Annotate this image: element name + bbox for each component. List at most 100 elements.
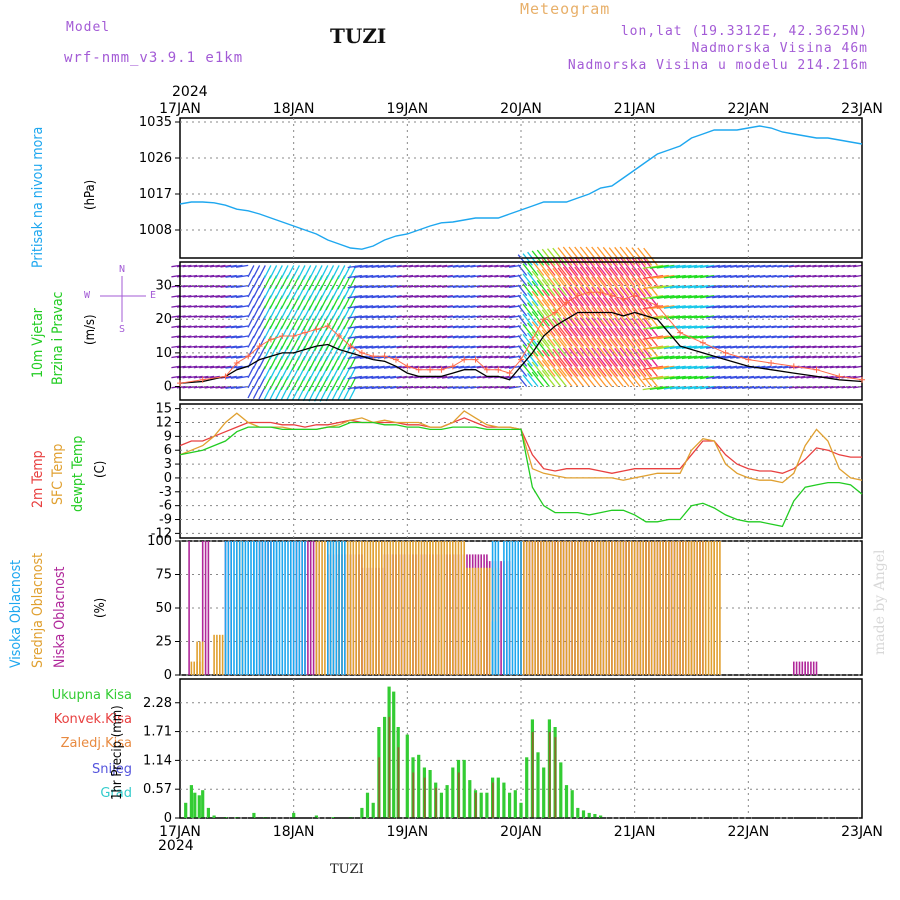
wind-vector <box>171 375 181 379</box>
wind-vector <box>452 345 465 349</box>
wind-vector <box>642 295 664 300</box>
wind-vector <box>794 325 806 329</box>
wind-gust-marker <box>461 356 468 363</box>
wind-vector <box>841 274 851 278</box>
y-tick-label: 20 <box>155 312 172 327</box>
wind-vector <box>619 317 636 337</box>
wind-gust-marker <box>722 349 729 356</box>
wind-vector <box>500 325 510 329</box>
precip-bar-total <box>587 812 591 818</box>
wind-vector <box>482 295 493 298</box>
wind-vector <box>527 312 539 327</box>
wind-vector <box>835 365 845 369</box>
wind-vector <box>176 345 186 349</box>
wind-vector <box>419 355 431 359</box>
wind-vector <box>541 349 556 367</box>
wind-vector <box>596 367 613 387</box>
wind-vector <box>371 284 385 289</box>
wind-vector <box>669 315 686 319</box>
wind-vector <box>408 385 419 389</box>
wind-vector <box>777 274 789 278</box>
wind-vector <box>541 268 556 287</box>
wind-vector <box>574 337 590 357</box>
wind-vector <box>447 305 459 309</box>
wind-vector <box>829 335 840 339</box>
wind-vector <box>608 358 624 377</box>
wind-vector <box>649 355 669 360</box>
wind-gust-marker <box>540 316 547 323</box>
wind-vector <box>724 315 738 319</box>
wind-vector <box>436 375 448 379</box>
wind-vector <box>199 295 209 298</box>
wind-vector <box>788 295 800 298</box>
wind-vector <box>800 375 811 379</box>
wind-gust-marker <box>290 333 297 340</box>
wind-vector <box>663 385 681 390</box>
wind-vector <box>614 337 630 357</box>
wind-vector <box>347 315 362 319</box>
wind-gust-marker <box>813 366 820 373</box>
precip-bar-convective <box>457 772 460 818</box>
wind-vector <box>365 305 379 309</box>
wind-vector <box>694 315 709 319</box>
precip-bar-total <box>405 734 409 818</box>
wind-vector <box>712 295 726 299</box>
wind-vector <box>614 267 630 287</box>
wind-vector <box>500 315 510 318</box>
wind-vector <box>585 337 602 357</box>
wind-vector <box>614 256 630 276</box>
wind-vector <box>585 317 602 337</box>
wind-vector <box>765 274 777 278</box>
year-label-top: 2024 <box>172 84 208 100</box>
wind-vector <box>853 295 863 298</box>
wind-vector <box>210 345 220 349</box>
wind-vector <box>347 305 362 309</box>
wind-vector <box>365 295 379 299</box>
wind-vector <box>517 335 528 347</box>
wind-vector <box>699 335 715 339</box>
wind-vector <box>712 264 726 269</box>
wind-vector <box>753 325 766 329</box>
wind-vector <box>371 274 385 279</box>
wind-vector <box>215 345 226 349</box>
wind-vector <box>835 325 845 328</box>
wind-vector <box>841 305 851 308</box>
wind-vector <box>470 325 482 329</box>
precip-bar-total <box>365 792 370 818</box>
wind-vector <box>730 264 743 268</box>
wind-vector <box>835 355 845 359</box>
wind-vector <box>687 315 703 319</box>
wind-vector <box>706 315 720 319</box>
wind-vector <box>585 266 602 287</box>
wind-vector <box>700 305 715 309</box>
wind-vector <box>835 284 845 288</box>
wind-vector <box>402 315 414 319</box>
wind-vector <box>736 345 749 349</box>
wind-gust-marker <box>279 333 286 340</box>
wind-vector <box>504 345 516 349</box>
wind-vector <box>464 284 476 288</box>
wind-vector <box>527 352 539 367</box>
wind-vector <box>210 264 220 268</box>
wind-vector <box>414 325 425 329</box>
wind-vector <box>765 365 777 369</box>
wind-vector <box>531 280 545 297</box>
wind-vector <box>687 284 703 289</box>
wind-vector <box>436 315 448 319</box>
wind-vector <box>494 385 505 389</box>
wind-vector <box>712 335 726 339</box>
wind-gust-marker <box>529 336 536 343</box>
wind-vector <box>669 365 686 370</box>
wind-vector <box>494 305 504 308</box>
wind-vector <box>596 347 613 367</box>
wind-vector <box>176 274 186 278</box>
wind-vector <box>649 284 669 290</box>
wind-vector <box>718 345 732 349</box>
wind-vector <box>806 335 817 339</box>
wind-vector <box>675 355 692 360</box>
precip-bar-total <box>581 810 586 818</box>
wind-vector <box>591 307 607 327</box>
wind-vector <box>812 345 823 349</box>
wind-vector <box>800 385 811 389</box>
day-label-top: 21JAN <box>614 101 656 117</box>
